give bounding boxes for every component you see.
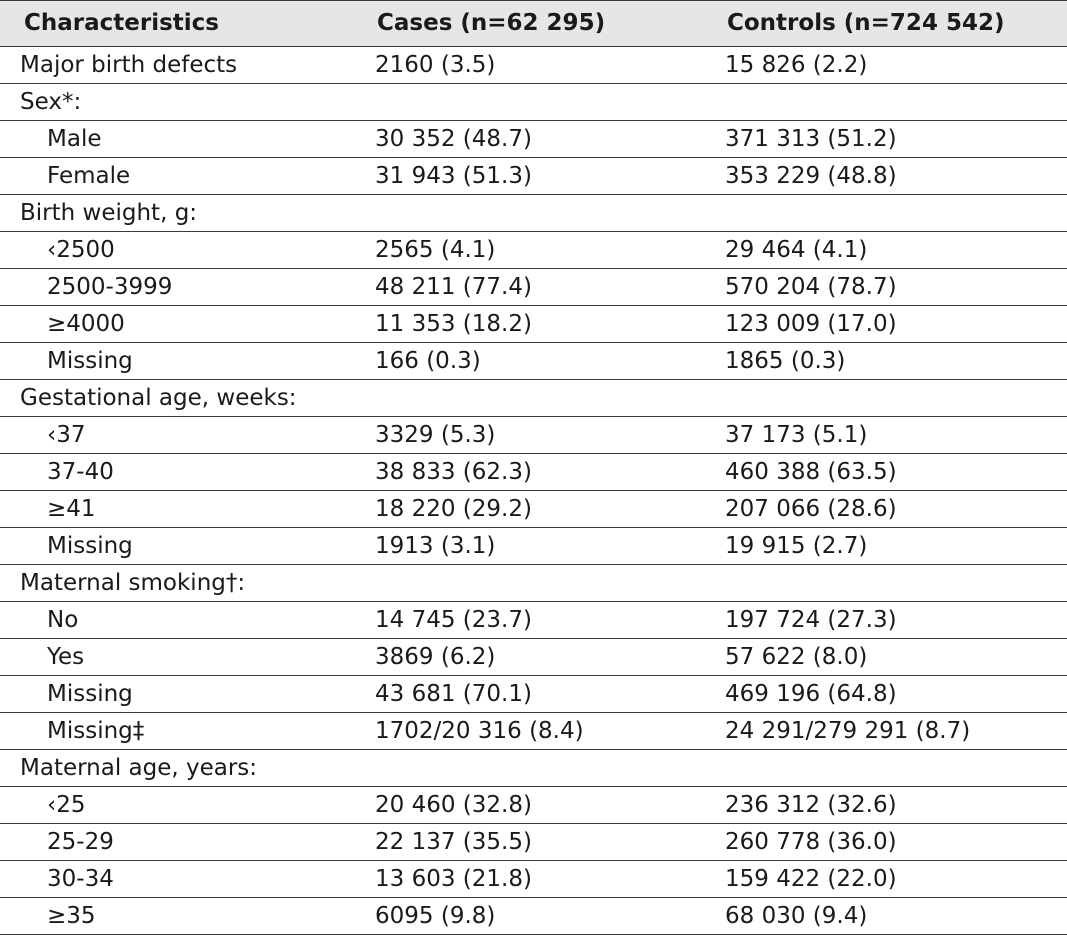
- table-row: 37-40 38 833 (62.3) 460 388 (63.5): [0, 454, 1067, 491]
- row-label: Missing‡: [47, 718, 145, 744]
- table-row: No 14 745 (23.7) 197 724 (27.3): [0, 602, 1067, 639]
- row-controls-value: 460 388 (63.5): [725, 459, 897, 485]
- table-row: Missing‡ 1702/20 316 (8.4) 24 291/279 291 …: [0, 713, 1067, 750]
- row-cases-value: 43 681 (70.1): [375, 681, 532, 707]
- row-cases-value: 14 745 (23.7): [375, 607, 532, 633]
- row-label: 37-40: [47, 459, 114, 485]
- row-controls-value: 123 009 (17.0): [725, 311, 897, 337]
- row-label: ‹2500: [47, 237, 115, 263]
- table-row: ≥35 6095 (9.8) 68 030 (9.4): [0, 898, 1067, 935]
- row-controls-value: 19 915 (2.7): [725, 533, 868, 559]
- row-label: Maternal age, years:: [20, 755, 258, 781]
- table-row: ≥4000 11 353 (18.2) 123 009 (17.0): [0, 306, 1067, 343]
- row-label: ≥41: [47, 496, 96, 522]
- row-controls-value: 24 291/279 291 (8.7): [725, 718, 971, 744]
- row-label: Birth weight, g:: [20, 200, 198, 226]
- row-label: Yes: [47, 644, 85, 670]
- table-row: 30-34 13 603 (21.8) 159 422 (22.0): [0, 861, 1067, 898]
- row-cases-value: 3869 (6.2): [375, 644, 496, 670]
- row-label: 30-34: [47, 866, 114, 892]
- table-row: Male 30 352 (48.7) 371 313 (51.2): [0, 121, 1067, 158]
- row-label: Major birth defects: [20, 52, 238, 78]
- row-cases-value: 30 352 (48.7): [375, 126, 532, 152]
- row-label: Male: [47, 126, 102, 152]
- row-label: ‹37: [47, 422, 86, 448]
- table-section-row: Birth weight, g:: [0, 195, 1067, 232]
- row-controls-value: 236 312 (32.6): [725, 792, 897, 818]
- table-row: Missing 43 681 (70.1) 469 196 (64.8): [0, 676, 1067, 713]
- row-controls-value: 353 229 (48.8): [725, 163, 897, 189]
- row-cases-value: 48 211 (77.4): [375, 274, 532, 300]
- row-label: Maternal smoking†:: [20, 570, 246, 596]
- table-section-row: Gestational age, weeks:: [0, 380, 1067, 417]
- row-cases-value: 18 220 (29.2): [375, 496, 532, 522]
- row-cases-value: 31 943 (51.3): [375, 163, 532, 189]
- row-cases-value: 38 833 (62.3): [375, 459, 532, 485]
- table-row: ‹37 3329 (5.3) 37 173 (5.1): [0, 417, 1067, 454]
- table-row: ‹2500 2565 (4.1) 29 464 (4.1): [0, 232, 1067, 269]
- row-label: 2500-3999: [47, 274, 173, 300]
- row-label: Missing: [47, 681, 133, 707]
- row-label: ‹25: [47, 792, 86, 818]
- table-section-row: Maternal age, years:: [0, 750, 1067, 787]
- row-controls-value: 15 826 (2.2): [725, 52, 868, 78]
- row-label: No: [47, 607, 79, 633]
- row-cases-value: 2565 (4.1): [375, 237, 496, 263]
- row-controls-value: 469 196 (64.8): [725, 681, 897, 707]
- row-controls-value: 371 313 (51.2): [725, 126, 897, 152]
- table-section-row: Major birth defects 2160 (3.5) 15 826 (2.2…: [0, 47, 1067, 84]
- row-cases-value: 2160 (3.5): [375, 52, 496, 78]
- row-controls-value: 1865 (0.3): [725, 348, 846, 374]
- row-cases-value: 11 353 (18.2): [375, 311, 532, 337]
- row-label: Gestational age, weeks:: [20, 385, 297, 411]
- table-row: ‹25 20 460 (32.8) 236 312 (32.6): [0, 787, 1067, 824]
- row-cases-value: 22 137 (35.5): [375, 829, 532, 855]
- row-cases-value: 13 603 (21.8): [375, 866, 532, 892]
- row-label: 25-29: [47, 829, 114, 855]
- table-row: Missing 1913 (3.1) 19 915 (2.7): [0, 528, 1067, 565]
- row-label: Missing: [47, 348, 133, 374]
- table-section-row: Sex*:: [0, 84, 1067, 121]
- table-row: 25-29 22 137 (35.5) 260 778 (36.0): [0, 824, 1067, 861]
- row-label: Female: [47, 163, 131, 189]
- row-cases-value: 1913 (3.1): [375, 533, 496, 559]
- table-header: Characteristics Cases (n=62 295) Control…: [0, 0, 1067, 47]
- row-label: Missing: [47, 533, 133, 559]
- table-row: ≥41 18 220 (29.2) 207 066 (28.6): [0, 491, 1067, 528]
- row-controls-value: 260 778 (36.0): [725, 829, 897, 855]
- row-label: ≥35: [47, 903, 96, 929]
- row-controls-value: 29 464 (4.1): [725, 237, 868, 263]
- row-cases-value: 3329 (5.3): [375, 422, 496, 448]
- table-row: Female 31 943 (51.3) 353 229 (48.8): [0, 158, 1067, 195]
- table-row: Yes 3869 (6.2) 57 622 (8.0): [0, 639, 1067, 676]
- row-cases-value: 20 460 (32.8): [375, 792, 532, 818]
- header-characteristics: Characteristics: [24, 10, 219, 36]
- row-label: ≥4000: [47, 311, 125, 337]
- row-controls-value: 57 622 (8.0): [725, 644, 868, 670]
- table-body: Major birth defects 2160 (3.5) 15 826 (2.2…: [0, 47, 1067, 935]
- row-controls-value: 159 422 (22.0): [725, 866, 897, 892]
- header-cases: Cases (n=62 295): [377, 10, 606, 36]
- row-controls-value: 37 173 (5.1): [725, 422, 868, 448]
- row-cases-value: 1702/20 316 (8.4): [375, 718, 584, 744]
- table-row: 2500-3999 48 211 (77.4) 570 204 (78.7): [0, 269, 1067, 306]
- row-controls-value: 207 066 (28.6): [725, 496, 897, 522]
- row-controls-value: 197 724 (27.3): [725, 607, 897, 633]
- row-controls-value: 570 204 (78.7): [725, 274, 897, 300]
- header-controls: Controls (n=724 542): [727, 10, 1005, 36]
- row-controls-value: 68 030 (9.4): [725, 903, 868, 929]
- table-section-row: Maternal smoking†:: [0, 565, 1067, 602]
- row-cases-value: 166 (0.3): [375, 348, 481, 374]
- table-row: Missing 166 (0.3) 1865 (0.3): [0, 343, 1067, 380]
- row-label: Sex*:: [20, 89, 82, 115]
- row-cases-value: 6095 (9.8): [375, 903, 496, 929]
